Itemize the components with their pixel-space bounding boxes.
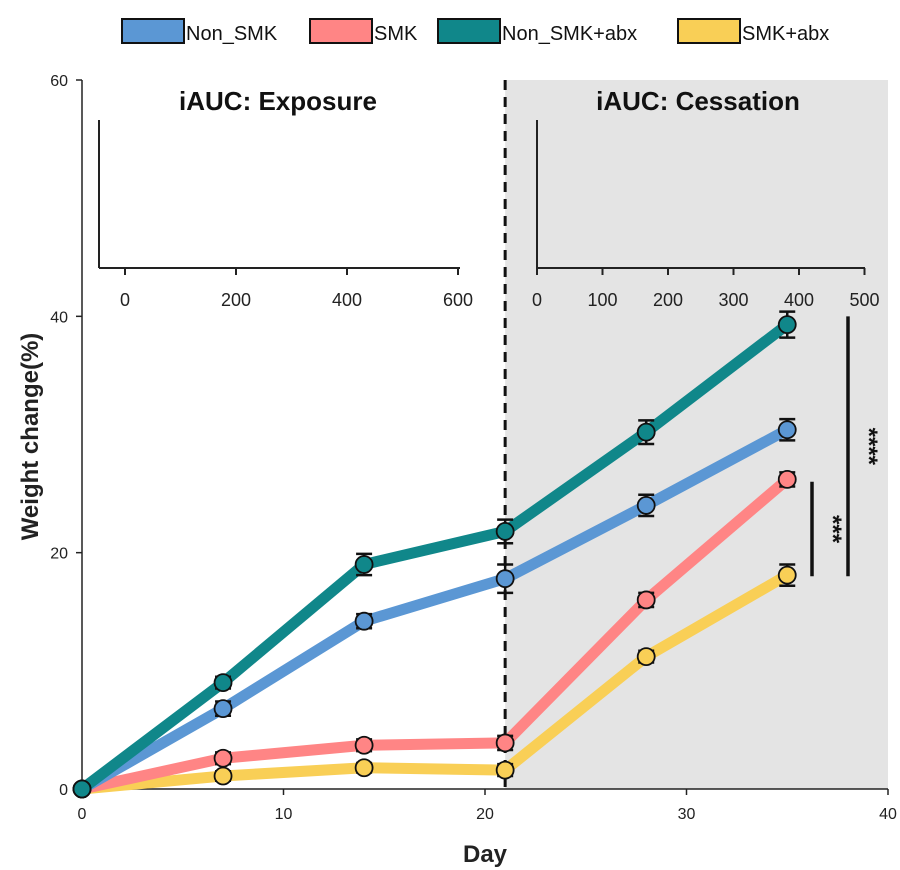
legend-label: Non_SMK+abx: [502, 23, 637, 45]
y-tick-label: 0: [59, 782, 68, 799]
inset-x-tick-label: 400: [332, 290, 362, 310]
y-tick-label: 40: [50, 309, 68, 326]
data-point-SMK: [354, 735, 374, 755]
data-point-Non_SMK+abx: [636, 422, 656, 442]
inset-x-tick-label: 500: [849, 290, 879, 310]
data-point-SMK: [495, 733, 515, 753]
data-point-Non_SMK: [213, 699, 233, 719]
data-point-Non_SMK+abx: [495, 521, 515, 541]
x-tick-label: 30: [678, 806, 696, 823]
series-line-SMK: [80, 475, 791, 795]
data-point-SMK: [777, 470, 797, 489]
significance-brackets: *******: [810, 316, 882, 577]
inset-cessation: iAUC: Cessation 0 100 200 300 400 500: [532, 86, 880, 310]
data-point-SMK+abx: [213, 766, 233, 786]
inset-x-tick-label: 0: [120, 290, 130, 310]
legend-swatch: [677, 18, 741, 44]
data-point-Non_SMK+abx: [354, 555, 374, 574]
legend-swatch: [437, 18, 501, 44]
inset-x-tick-label: 200: [221, 290, 251, 310]
legend-item-Non_SMK: Non_SMK: [121, 18, 278, 45]
x-tick-label: 10: [275, 806, 293, 823]
inset-title: iAUC: Cessation: [596, 86, 800, 116]
legend-item-SMK: SMK: [309, 18, 418, 45]
data-point-Non_SMK: [354, 611, 374, 631]
inset-x-tick-label: 600: [443, 290, 473, 310]
data-point-Non_SMK+abx: [777, 315, 797, 335]
legend-label: SMK+abx: [742, 23, 829, 45]
data-point-SMK+abx: [495, 760, 515, 780]
data-point-Non_SMK+abx: [213, 673, 233, 693]
data-point-Non_SMK: [636, 495, 656, 515]
inset-x-tick-label: 0: [532, 290, 542, 310]
data-point-Non_SMK: [495, 569, 515, 589]
data-point-SMK: [213, 748, 233, 768]
legend: Non_SMK SMK Non_SMK+abx SMK+abx: [121, 18, 829, 45]
y-axis-title: Weight change(%): [17, 333, 44, 541]
significance-label: ***: [819, 515, 846, 544]
data-point-SMK+abx: [777, 565, 797, 585]
iauc-insets: iAUC: Exposure 0 200 400 600 iAUC: Cessation 0…: [98, 86, 880, 310]
series-line-Non_SMK+abx: [78, 320, 791, 794]
legend-item-Non_SMK+abx: Non_SMK+abx: [437, 18, 637, 45]
series-line-Non_SMK: [79, 424, 790, 794]
series-markers: [72, 310, 797, 799]
data-point-SMK+abx: [636, 647, 656, 667]
data-point-Non_SMK: [777, 420, 797, 440]
x-axis-title: Day: [463, 841, 508, 868]
x-tick-label: 40: [879, 806, 897, 823]
significance-label: ****: [855, 428, 882, 466]
inset-x-tick-label: 200: [653, 290, 683, 310]
data-point-SMK: [636, 590, 656, 610]
legend-label: SMK: [374, 23, 418, 45]
x-tick-label: 0: [78, 806, 87, 823]
legend-item-SMK+abx: SMK+abx: [677, 18, 829, 45]
legend-swatch: [121, 18, 185, 44]
series-lines: [78, 320, 791, 795]
inset-exposure: iAUC: Exposure 0 200 400 600: [98, 86, 473, 310]
x-tick-label: 20: [476, 806, 494, 823]
series-line-SMK+abx: [81, 570, 791, 795]
data-point-SMK+abx: [354, 758, 374, 778]
legend-swatch: [309, 18, 373, 44]
inset-title: iAUC: Exposure: [179, 86, 377, 116]
y-tick-label: 60: [50, 73, 68, 90]
y-tick-label: 20: [50, 546, 68, 563]
inset-x-tick-label: 100: [587, 290, 617, 310]
data-point-Non_SMK+abx: [72, 779, 92, 799]
inset-x-tick-label: 300: [718, 290, 748, 310]
inset-x-tick-label: 400: [784, 290, 814, 310]
legend-label: Non_SMK: [186, 23, 278, 45]
